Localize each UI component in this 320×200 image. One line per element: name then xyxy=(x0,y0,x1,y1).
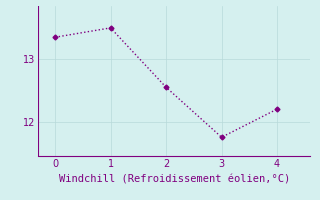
X-axis label: Windchill (Refroidissement éolien,°C): Windchill (Refroidissement éolien,°C) xyxy=(59,174,290,184)
